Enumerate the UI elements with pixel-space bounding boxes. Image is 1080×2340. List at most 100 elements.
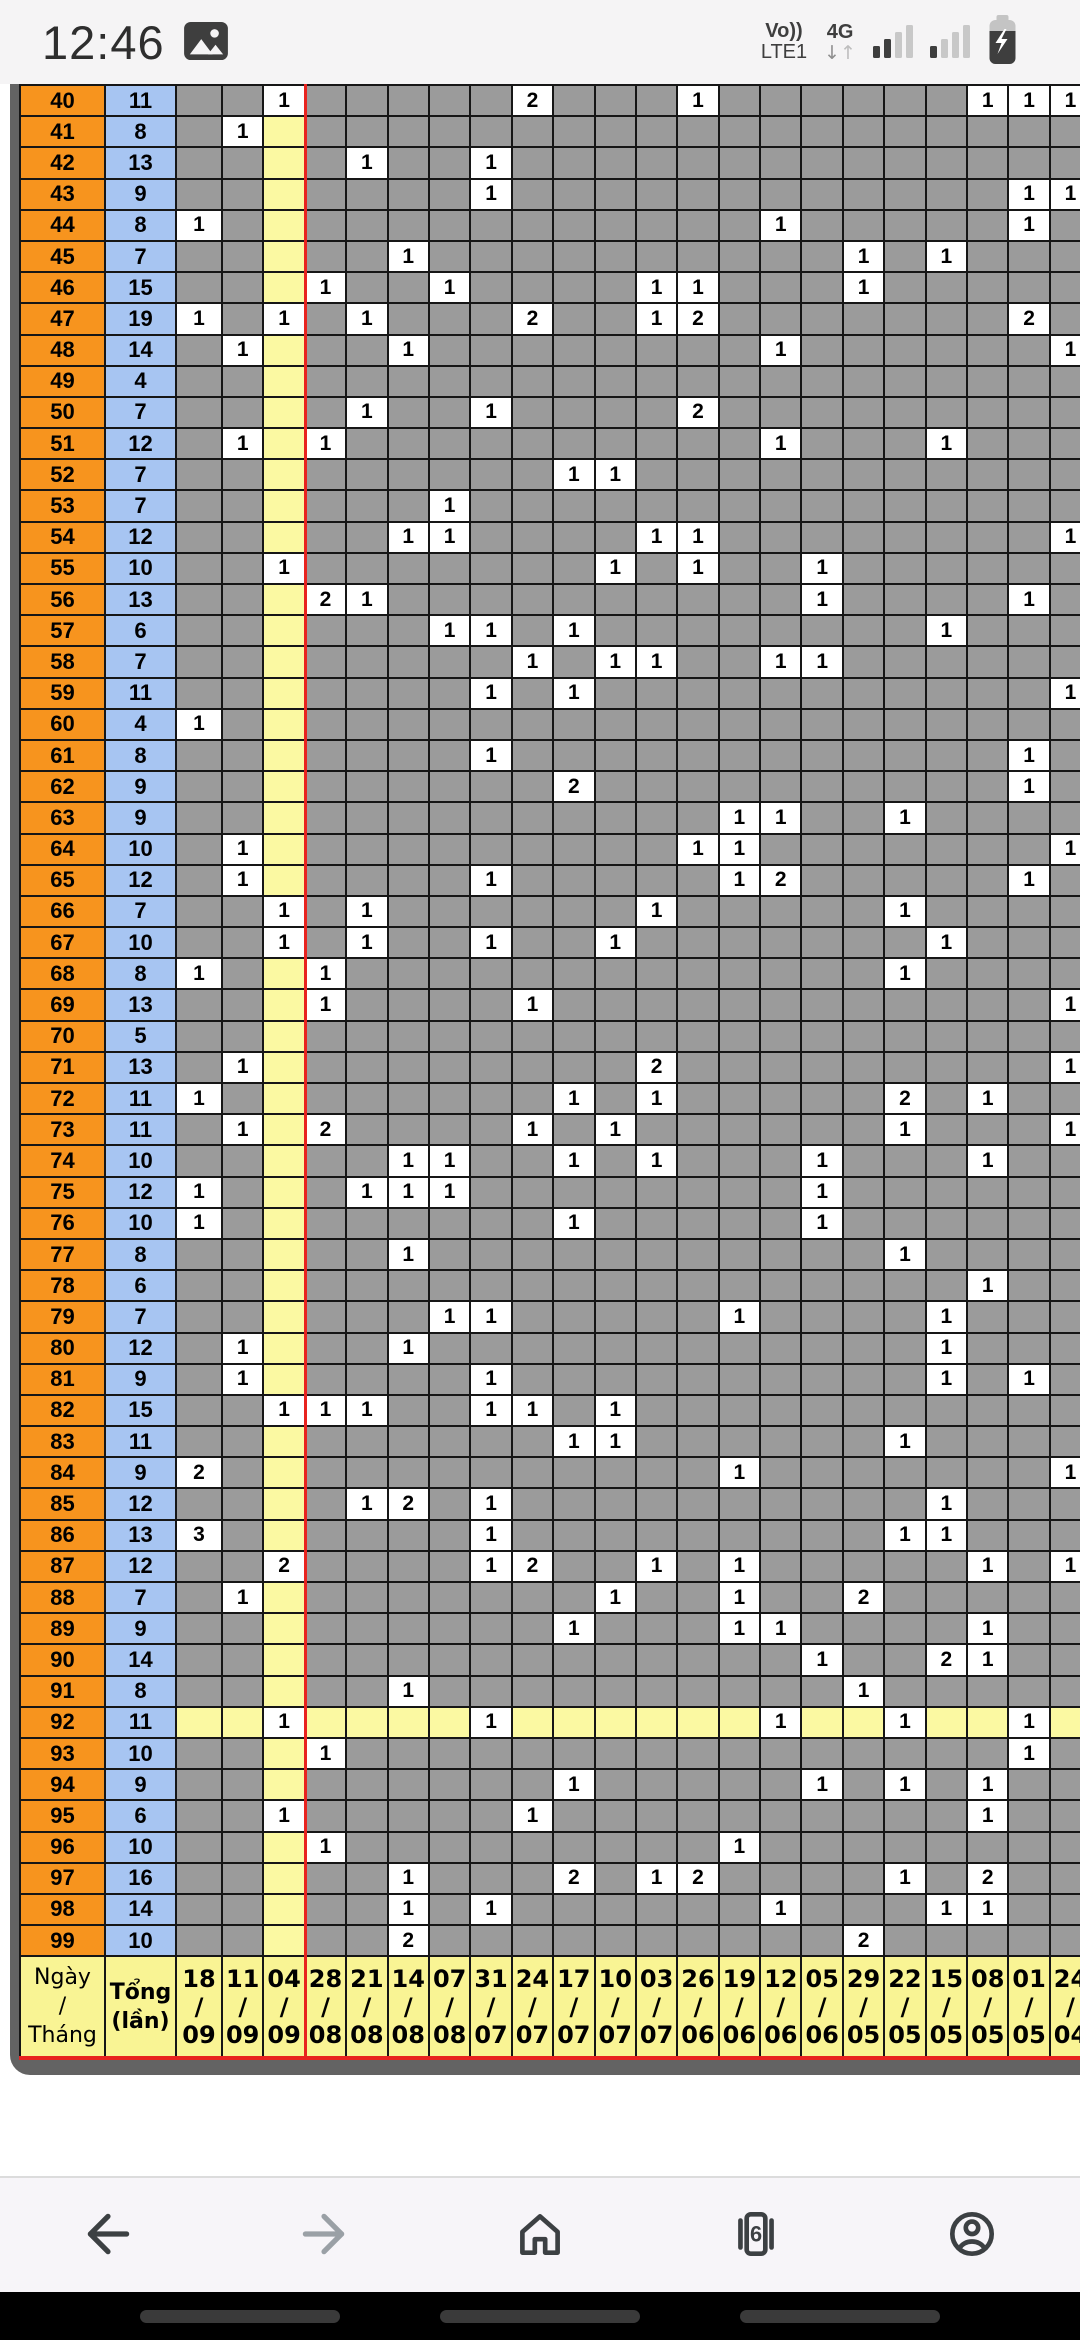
data-cell: 1: [388, 1177, 430, 1209]
data-cell: 1: [885, 1520, 927, 1552]
empty-cell: [636, 772, 679, 804]
empty-cell: [429, 740, 472, 773]
empty-cell: [885, 1333, 927, 1365]
empty-cell: [471, 1614, 513, 1646]
empty-cell: [595, 522, 637, 554]
data-cell: 1: [636, 896, 679, 929]
empty-cell: [636, 460, 679, 492]
empty-cell: [761, 585, 803, 617]
data-cell: 1: [926, 616, 969, 648]
home-button[interactable]: [485, 2190, 595, 2280]
back-button[interactable]: [53, 2190, 163, 2280]
empty-cell: [843, 397, 886, 430]
tabs-button[interactable]: 6: [701, 2190, 811, 2280]
empty-cell: [223, 803, 265, 835]
row-total-cell: 11: [106, 1707, 177, 1739]
empty-cell: [926, 803, 969, 835]
empty-cell: [223, 1021, 265, 1053]
empty-cell: [678, 210, 720, 242]
empty-cell: [429, 1926, 472, 1958]
data-cell: 1: [429, 1146, 472, 1178]
data-cell: 1: [843, 241, 886, 274]
empty-cell: [636, 865, 679, 897]
empty-cell: [471, 959, 513, 991]
empty-cell: [678, 1115, 720, 1147]
data-cell: 1: [719, 865, 762, 897]
data-cell: 1: [1050, 86, 1080, 118]
empty-cell: [678, 1271, 720, 1303]
empty-cell: [305, 1801, 348, 1833]
nav-hint-dash[interactable]: [440, 2309, 640, 2323]
empty-cell: [761, 1458, 803, 1490]
empty-cell: [968, 865, 1010, 897]
data-cell: 1: [471, 1520, 513, 1552]
data-cell: 1: [761, 335, 803, 367]
data-cell: 1: [554, 1770, 596, 1802]
nav-hint-dash[interactable]: [740, 2309, 940, 2323]
row-number-cell: 84: [19, 1458, 106, 1490]
empty-cell: [223, 585, 265, 617]
empty-cell: [968, 1021, 1010, 1053]
lottery-stats-table[interactable]: 40 11 1 2 1 1 1 1 41 8 1 42 13 1 1 43 9 1 1 1 44 8 1 1 1 45 7 1 1 1 46…: [10, 84, 1080, 2076]
nav-hint-dash[interactable]: [140, 2309, 340, 2323]
highlighted-empty-cell: [305, 1707, 348, 1739]
data-cell: 2: [636, 1052, 679, 1084]
empty-cell: [1050, 1520, 1080, 1552]
empty-cell: [305, 179, 348, 211]
empty-cell: [926, 1395, 969, 1428]
empty-cell: [388, 709, 430, 741]
row-total-cell: 15: [106, 1395, 177, 1428]
forward-button[interactable]: [269, 2190, 379, 2280]
empty-cell: [636, 959, 679, 991]
row-number-cell: 59: [19, 678, 106, 710]
empty-cell: [885, 210, 927, 242]
empty-cell: [719, 429, 762, 461]
empty-cell: [1009, 1583, 1051, 1615]
empty-cell: [429, 1645, 472, 1677]
empty-cell: [678, 990, 720, 1022]
row-number-cell: 53: [19, 491, 106, 523]
empty-cell: [926, 1614, 969, 1646]
empty-cell: [305, 678, 348, 710]
tab-count: 6: [750, 2221, 762, 2246]
empty-cell: [595, 1146, 637, 1178]
data-cell: 1: [761, 647, 803, 679]
empty-cell: [719, 148, 762, 180]
empty-cell: [388, 304, 430, 336]
empty-cell: [1009, 1645, 1051, 1677]
empty-cell: [429, 1863, 472, 1895]
data-cell: 1: [926, 1333, 969, 1365]
highlighted-empty-cell: [264, 148, 306, 180]
empty-cell: [305, 1239, 348, 1272]
empty-cell: [678, 1302, 720, 1334]
row-total-cell: 13: [106, 148, 177, 180]
row-total-cell: 10: [106, 1926, 177, 1958]
data-cell: 1: [264, 896, 306, 929]
empty-cell: [1009, 366, 1051, 398]
data-cell: 1: [761, 1707, 803, 1739]
profile-button[interactable]: [917, 2190, 1027, 2280]
empty-cell: [595, 1489, 637, 1521]
data-cell: 1: [512, 1115, 555, 1147]
empty-cell: [885, 772, 927, 804]
empty-cell: [802, 397, 844, 430]
empty-cell: [761, 1863, 803, 1895]
row-number-cell: 94: [19, 1770, 106, 1802]
empty-cell: [554, 1239, 596, 1272]
empty-cell: [926, 740, 969, 773]
empty-cell: [305, 397, 348, 430]
empty-cell: [926, 865, 969, 897]
empty-cell: [843, 1863, 886, 1895]
forward-arrow-icon: [295, 2205, 353, 2266]
empty-cell: [429, 1801, 472, 1833]
row-number-cell: 75: [19, 1177, 106, 1209]
empty-cell: [843, 366, 886, 398]
empty-cell: [177, 585, 223, 617]
data-cell: 1: [177, 959, 223, 991]
empty-cell: [1009, 1021, 1051, 1053]
data-cell: 1: [595, 1115, 637, 1147]
data-cell: 1: [347, 1395, 389, 1428]
date-column-header: 24/04: [1050, 1957, 1080, 2057]
empty-cell: [1050, 1770, 1080, 1802]
empty-cell: [595, 1364, 637, 1396]
